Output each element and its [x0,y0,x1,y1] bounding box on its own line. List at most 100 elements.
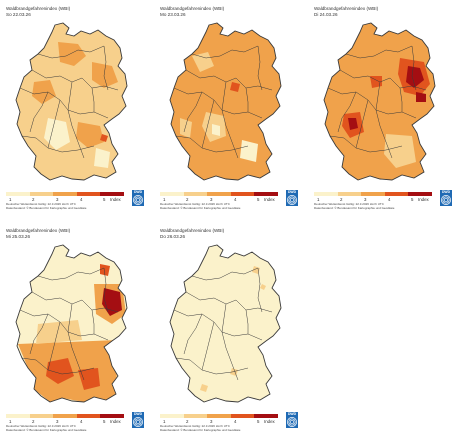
legend-swatch-3 [53,414,77,418]
state-border [175,357,249,375]
hazard-region [92,62,118,88]
hazard-region [348,118,358,130]
map-panel-3: Waldbrandgefahrenindex (WBI) Di 24.03.26… [310,0,462,215]
legend-color-bar [314,192,432,196]
legend: 1 2 3 4 5 Index [6,190,124,204]
hazard-region [406,66,424,88]
state-border [375,109,393,159]
dwd-spiral-icon [286,416,298,428]
state-border [191,267,259,281]
legend-tick-5: 5 [103,419,106,424]
legend-tick-2: 2 [186,197,189,202]
legend-color-bar [6,192,124,196]
state-border [67,81,73,111]
state-border [411,45,417,91]
dwd-logo: DWD [440,190,452,206]
state-border [221,81,227,111]
legend-swatch-5 [100,192,124,196]
legend-tick-4: 4 [234,419,237,424]
legend-swatch-1 [160,414,184,418]
dwd-logo: DWD [286,190,298,206]
state-border [355,99,369,149]
state-border [21,357,95,375]
state-border [29,313,49,355]
legend-tick-2: 2 [340,197,343,202]
state-border [185,291,237,305]
legend-tick-1: 1 [9,419,12,424]
state-border [399,87,403,112]
legend-color-bar [6,414,124,418]
state-border [103,267,109,313]
hazard-region [230,82,240,92]
legend-color-bar [160,192,278,196]
legend-tick-1: 1 [9,197,12,202]
dwd-logo-text: DWD [286,190,298,194]
footer-line-1: Deutscher Wetterdienst Gültig: 22.3.2026… [160,202,230,206]
hazard-region [44,118,70,150]
dwd-spiral-icon [132,416,144,428]
country-border [169,22,282,181]
dwd-spiral-icon [440,194,452,206]
legend-unit: Index [110,419,121,424]
state-border [221,331,263,341]
hazard-region [200,384,208,392]
legend-tick-1: 1 [163,197,166,202]
dwd-logo: DWD [286,412,298,428]
dwd-logo-text: DWD [440,190,452,194]
state-border [257,45,263,91]
hazard-regions [173,266,273,392]
hazard-region [94,148,110,168]
state-border [257,267,263,313]
legend-unit: Index [110,197,121,202]
legend-swatch-2 [337,192,362,196]
footer-line-2: Datenbestand: © Bundesamt für Kartograph… [6,206,87,210]
panel-title: Waldbrandgefahrenindex (WBI) [6,228,71,233]
state-border [329,135,403,153]
footer-line-1: Deutscher Wetterdienst Gültig: 22.3.2026… [6,202,76,206]
state-border [81,77,119,91]
legend-swatch-4 [230,414,255,418]
map-panel-2: Waldbrandgefahrenindex (WBI) Mo 23.03.26… [156,0,308,215]
hazard-region [32,80,56,104]
legend-swatch-4 [76,414,101,418]
state-border [175,135,249,153]
legend-swatch-4 [76,192,101,196]
state-border [375,81,381,111]
state-border [91,87,95,112]
legend-swatch-1 [314,192,338,196]
hazard-region [100,134,108,142]
state-border [235,77,273,91]
state-border [221,109,263,119]
hazard-regions [327,45,430,168]
legend-swatch-2 [29,414,54,418]
state-border [201,321,215,371]
germany-map [169,22,282,181]
hazard-region [370,76,382,88]
legend-tick-5: 5 [257,419,260,424]
country-border [169,244,282,403]
panel-date: So 22.03.26 [6,12,31,17]
legend-swatch-5 [254,414,278,418]
state-border [37,267,105,281]
hazard-region [180,118,192,138]
panel-date: Mi 25.03.26 [6,234,31,239]
hazard-regions [173,45,273,162]
state-border [221,109,239,159]
panel-title: Waldbrandgefahrenindex (WBI) [160,228,225,233]
footer-line-2: Datenbestand: © Bundesamt für Kartograph… [6,428,87,432]
legend-tick-5: 5 [411,197,414,202]
legend-tick-3: 3 [364,197,367,202]
hazard-region [240,140,258,162]
state-border [67,331,109,341]
state-border [235,299,273,313]
legend-tick-5: 5 [257,197,260,202]
legend-swatch-4 [384,192,409,196]
panel-title: Waldbrandgefahrenindex (WBI) [160,6,225,11]
state-border [67,109,85,159]
legend-tick-3: 3 [56,419,59,424]
state-border [81,299,119,313]
dwd-logo-text: DWD [132,412,144,416]
hazard-region [58,42,86,66]
state-border [201,99,215,149]
map-panel-1: Waldbrandgefahrenindex (WBI) So 22.03.26… [2,0,154,215]
